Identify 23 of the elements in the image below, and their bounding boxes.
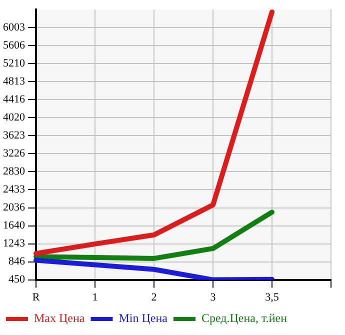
- y-tick-label: 3226: [3, 148, 26, 160]
- x-tick-label: R: [32, 291, 40, 304]
- y-tick-label: 4416: [3, 94, 26, 106]
- legend-label: Min Цена: [118, 311, 168, 326]
- y-tick-label: 5606: [3, 40, 26, 52]
- x-tick-label: 2: [151, 291, 157, 304]
- y-tick-label: 846: [8, 256, 26, 268]
- y-tick-label: 4813: [3, 76, 26, 88]
- y-tick-label: 2036: [3, 202, 26, 214]
- legend-label: Max Цена: [34, 311, 86, 326]
- y-tick-label: 4020: [3, 112, 26, 124]
- y-tick-label: 3623: [3, 130, 26, 142]
- y-tick-label: 5210: [3, 58, 26, 70]
- y-tick-label: 1243: [3, 238, 26, 250]
- y-tick-label: 2830: [3, 166, 26, 178]
- x-tick-label: 1: [92, 291, 98, 304]
- x-tick-label: 3,5: [265, 291, 280, 304]
- legend-label: Сред.Цена, т.йен: [201, 311, 288, 326]
- y-tick-label: 6003: [3, 22, 26, 34]
- y-tick-label: 450: [8, 274, 26, 286]
- x-tick-label: 3: [210, 291, 216, 304]
- y-tick-label: 1640: [3, 220, 26, 232]
- y-tick-label: 2433: [3, 184, 26, 196]
